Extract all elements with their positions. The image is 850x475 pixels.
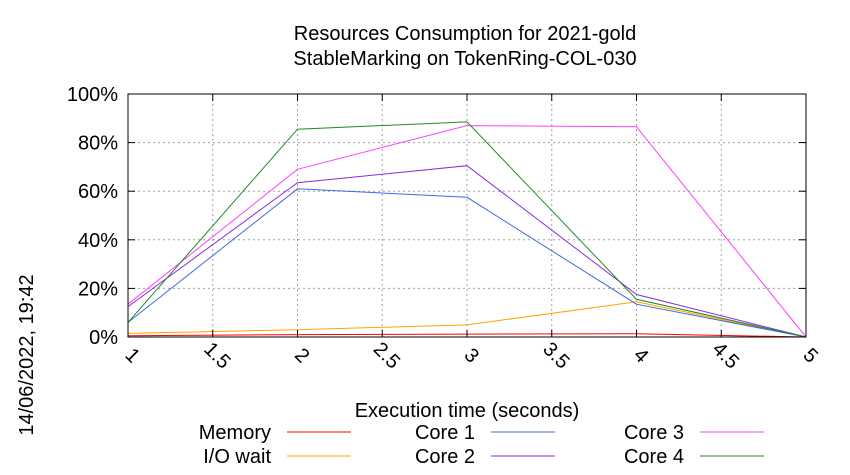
y-tick-label: 80%	[78, 133, 118, 155]
x-tick-label: 1	[121, 344, 144, 367]
y-tick-label: 0%	[89, 327, 118, 349]
series-line-i-o-wait	[127, 301, 807, 338]
series-line-core-3	[127, 125, 807, 338]
x-tick-label: 5	[799, 344, 822, 367]
legend-label-i-o-wait: I/O wait	[203, 446, 271, 468]
x-axis-label: Execution time (seconds)	[355, 400, 580, 422]
timestamp-label: 14/06/2022, 19:42	[16, 274, 38, 435]
legend-label-memory: Memory	[199, 422, 271, 444]
series-line-core-4	[127, 121, 807, 338]
y-tick-label: 100%	[67, 84, 118, 106]
y-tick-label: 40%	[78, 230, 118, 252]
legend-label-core-4: Core 4	[624, 446, 684, 468]
x-tick-label: 2.5	[369, 338, 404, 373]
chart-title: Resources Consumption for 2021-gold	[294, 23, 636, 45]
grid-lines	[128, 94, 806, 337]
x-tick-label: 4.5	[708, 338, 743, 373]
y-tick-label: 60%	[78, 181, 118, 203]
axis-ticks: 0% 20% 40% 60% 80% 100% 1 1.5 2 2.5 3 3.5 4 4.5 5	[67, 84, 822, 373]
legend-label-core-1: Core 1	[415, 422, 475, 444]
series-line-core-2	[127, 165, 807, 338]
x-tick-label: 3	[460, 344, 483, 367]
y-tick-label: 20%	[78, 278, 118, 300]
x-tick-label: 2	[290, 344, 313, 367]
legend-label-core-3: Core 3	[624, 422, 684, 444]
x-tick-label: 3.5	[538, 338, 573, 373]
x-tick-label: 4	[629, 344, 652, 367]
legend-label-core-2: Core 2	[415, 446, 475, 468]
chart-subtitle: StableMarking on TokenRing-COL-030	[293, 48, 636, 70]
series-line-core-1	[127, 188, 807, 338]
x-tick-label: 1.5	[199, 338, 234, 373]
